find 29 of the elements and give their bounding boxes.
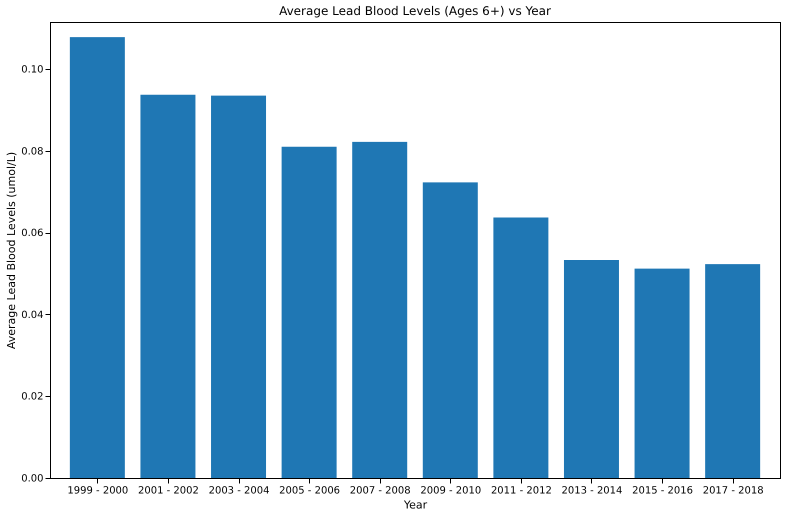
y-tick-label: 0.10 [21,64,44,76]
x-axis-title: Year [402,498,428,512]
bar [634,268,690,478]
x-tick-label: 2003 - 2004 [208,486,270,496]
x-tick-label: 2009 - 2010 [420,486,482,496]
x-tick-label: 2013 - 2014 [562,486,622,496]
y-tick-label: 0.04 [21,310,44,321]
x-tick-label: 2007 - 2008 [350,486,411,496]
y-tick-label: 0.02 [21,392,44,403]
bar [422,182,478,478]
bar [211,96,266,478]
bar [705,264,760,478]
y-axis-title: Average Lead Blood Levels (umol/L) [5,152,18,350]
x-tick-label: 2011 - 2012 [490,486,552,496]
bar [70,37,125,478]
x-tick-label: 1999 - 2000 [67,486,128,496]
bar [140,94,196,478]
bar [282,146,337,478]
y-tick-label: 0.08 [21,146,44,158]
y-tick-label: 0.06 [21,228,44,240]
x-tick-label: 2001 - 2002 [138,486,199,496]
bar [352,142,408,478]
x-tick-label: 2017 - 2018 [702,486,764,496]
x-tick-label: 2015 - 2016 [632,486,693,496]
y-tick-label: 0.00 [21,474,44,484]
bar [493,217,548,478]
x-tick-label: 2005 - 2006 [279,486,340,496]
chart-title: Average Lead Blood Levels (Ages 6+) vs Year [279,4,552,18]
bar [564,260,619,478]
